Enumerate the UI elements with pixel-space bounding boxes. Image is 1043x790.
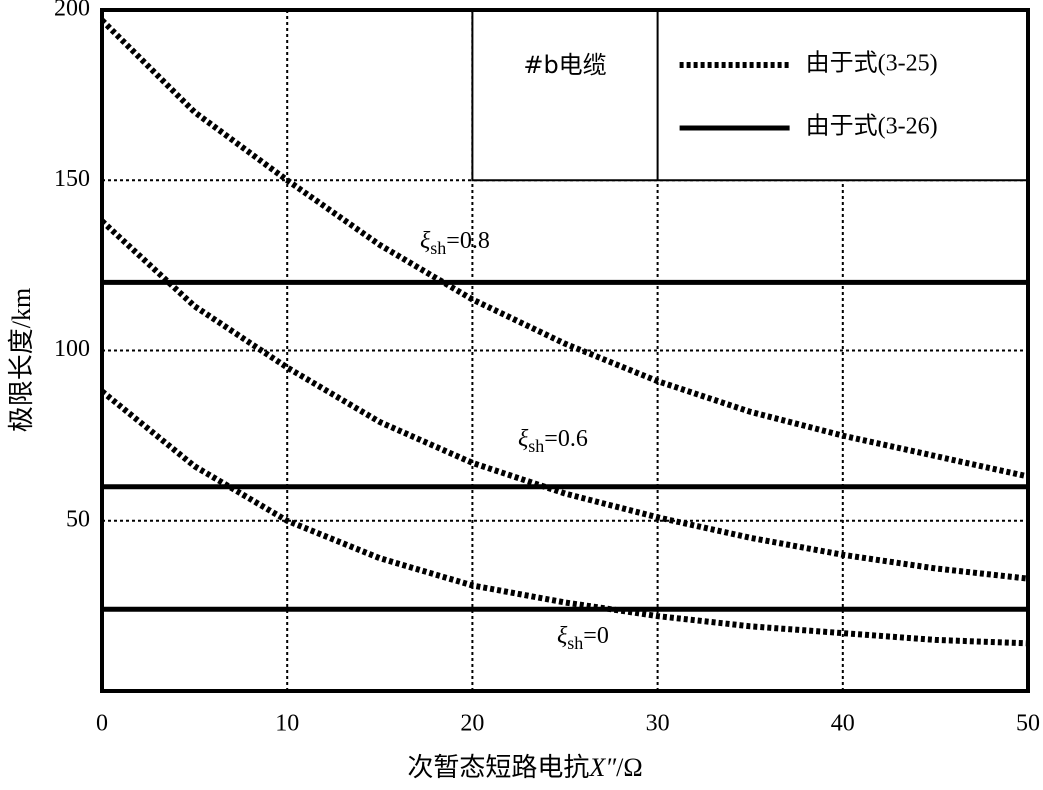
text-part: sh: [567, 633, 583, 653]
text-part: /Ω: [616, 753, 643, 782]
text-part: =0.6: [544, 426, 588, 452]
y-tick-label: 50: [66, 506, 90, 532]
text-part: =0: [583, 623, 609, 649]
curve-label: ξsh=0.6: [518, 426, 588, 457]
legend-label: 由于式(3-26): [806, 113, 938, 140]
dotted-curve: [99, 18, 1029, 480]
text-part: ξ: [420, 228, 431, 254]
dotted-curve: [99, 218, 1029, 582]
x-tick-label: 30: [646, 711, 670, 737]
x-tick-label: 10: [275, 711, 299, 737]
dotted-curve: [100, 389, 1029, 647]
x-tick-label: 50: [1016, 711, 1040, 737]
annotation: #b电缆: [523, 51, 606, 79]
plot-frame: [100, 8, 1030, 693]
y-axis-title: 极限长度/km: [7, 288, 36, 432]
x-axis-title: 次暂态短路电抗X″/Ω: [407, 753, 642, 782]
legend-label: 由于式(3-25): [806, 50, 938, 77]
text-part: sh: [430, 238, 446, 258]
y-tick-label: 100: [54, 336, 90, 362]
text-part: sh: [528, 436, 544, 456]
y-tick-label: 200: [54, 0, 90, 22]
x-tick-label: 20: [460, 711, 484, 737]
text-part: ξ: [557, 623, 568, 649]
curve-label: ξsh=0.8: [420, 228, 490, 259]
x-tick-label: 0: [96, 711, 108, 737]
x-tick-label: 40: [831, 711, 855, 737]
legend-box: [471, 9, 1029, 182]
text-part: =0.8: [446, 228, 490, 254]
curve-label: ξsh=0: [557, 623, 609, 654]
text-part: X″: [588, 753, 617, 782]
y-tick-label: 150: [54, 166, 90, 192]
text-part: ξ: [518, 426, 529, 452]
text-part: 次暂态短路电抗: [407, 753, 589, 782]
